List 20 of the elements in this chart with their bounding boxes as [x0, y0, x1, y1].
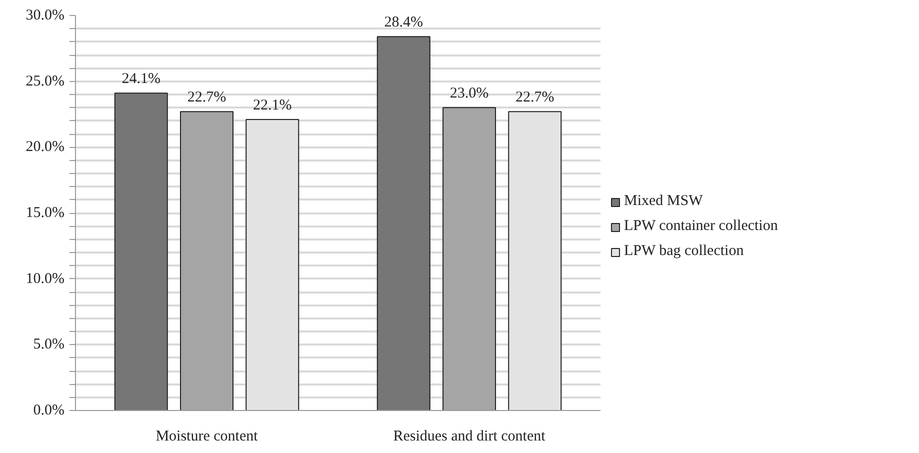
data-label: 24.1%: [122, 71, 160, 88]
y-tick-label: 15.0%: [26, 205, 65, 221]
y-tick-label: 25.0%: [26, 73, 65, 90]
bar: [114, 92, 168, 410]
bar: [376, 36, 430, 410]
legend-label: Mixed MSW: [624, 193, 703, 210]
legend-label: LPW bag collection: [624, 243, 744, 260]
y-tick-label: 5.0%: [33, 336, 65, 353]
y-tick-label: 10.0%: [26, 270, 65, 287]
data-label: 22.7%: [516, 90, 554, 106]
y-tick-label: 30.0%: [26, 8, 65, 24]
data-label: 22.7%: [187, 90, 226, 106]
data-label: 22.1%: [253, 98, 292, 114]
legend-label: LPW container collection: [624, 218, 778, 235]
data-label: 23.0%: [450, 86, 489, 102]
y-tick-label: 20.0%: [26, 139, 65, 156]
data-label: 28.4%: [384, 14, 423, 31]
x-tick-label: Residues and dirt content: [393, 428, 546, 444]
x-tick-label: Moisture content: [156, 428, 259, 444]
y-tick-label: 0.0%: [33, 402, 65, 418]
